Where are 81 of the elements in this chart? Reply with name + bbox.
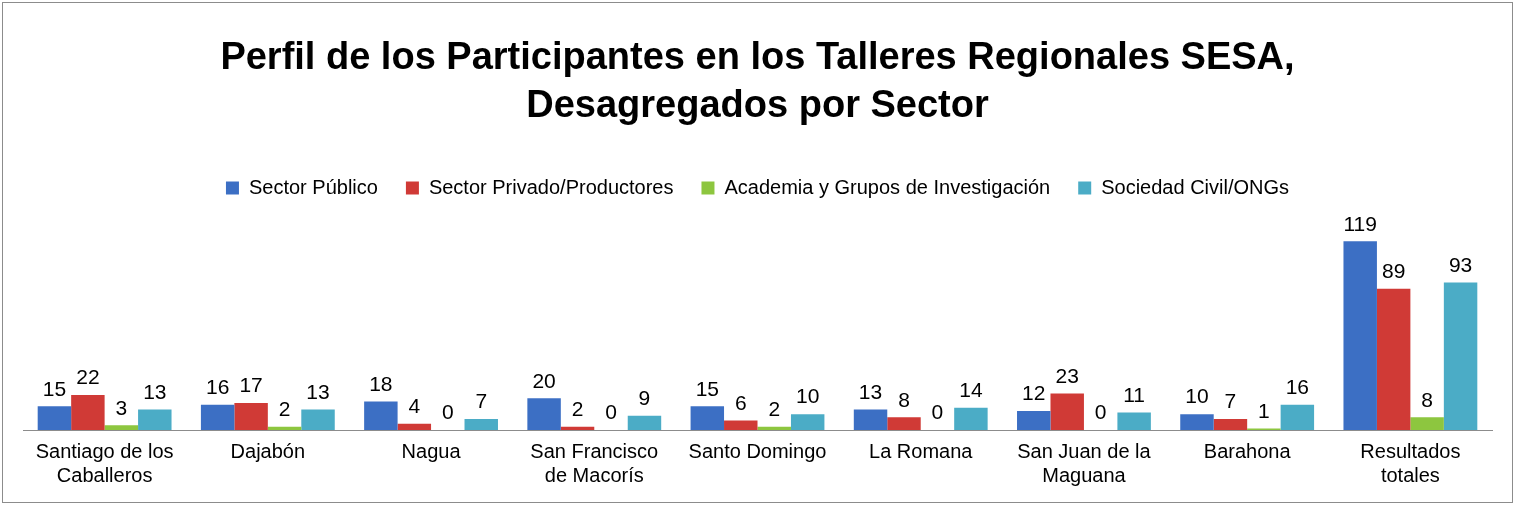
data-label: 23: [1055, 363, 1079, 387]
data-label: 8: [1421, 387, 1433, 411]
bar: [364, 401, 398, 430]
data-label: 7: [475, 389, 488, 413]
data-label: 2: [768, 397, 781, 421]
bar: [724, 420, 758, 430]
data-label: 89: [1381, 259, 1406, 283]
x-tick-label: Resultados totales: [1360, 439, 1461, 486]
data-label: 14: [959, 378, 983, 402]
data-label: 13: [143, 379, 167, 403]
bar: [954, 407, 988, 430]
bar: [690, 406, 725, 430]
data-label: 10: [796, 384, 820, 408]
bar: [234, 403, 268, 430]
data-label: 11: [1123, 382, 1146, 406]
bar: [138, 409, 172, 430]
bar: [1376, 288, 1411, 430]
data-label: 3: [115, 395, 128, 419]
legend-label: Sociedad Civil/ONGs: [1101, 175, 1290, 198]
bar: [1180, 414, 1214, 430]
bar: [1343, 241, 1377, 430]
data-label: 15: [695, 376, 719, 400]
bar: [200, 404, 235, 430]
x-tick-label: Dajabón: [230, 439, 306, 462]
x-tick-label: Barahona: [1203, 439, 1292, 462]
data-label: 15: [42, 376, 67, 400]
data-label: 4: [408, 393, 421, 417]
bar: [267, 426, 302, 430]
data-label: 0: [605, 400, 617, 424]
x-tick-label: San Francisco de Macorís: [530, 439, 659, 486]
x-tick-label: Santiago de los Caballeros: [35, 439, 174, 486]
bar: [397, 423, 432, 430]
bar: [1280, 404, 1315, 430]
bar: [560, 426, 595, 430]
legend-label: Sector Privado/Productores: [428, 175, 674, 198]
data-label: 17: [239, 373, 263, 397]
data-label: 18: [369, 371, 393, 395]
bar: [104, 425, 139, 430]
bar: [790, 414, 825, 430]
legend-label: Sector Público: [248, 175, 378, 198]
data-label: 13: [858, 379, 883, 403]
bar: [853, 409, 888, 430]
x-tick-label: La Romana: [869, 439, 974, 462]
bar: [1443, 282, 1478, 430]
data-label: 0: [931, 400, 944, 424]
x-tick-label: Nagua: [401, 439, 462, 462]
data-label: 6: [734, 390, 747, 414]
data-label: 13: [306, 379, 330, 403]
data-label: 16: [1285, 374, 1310, 398]
data-label: 10: [1185, 384, 1209, 408]
x-tick-label: Santo Domingo: [688, 439, 827, 462]
data-label: 2: [278, 397, 291, 421]
bar: [71, 395, 105, 430]
data-label: 22: [76, 365, 100, 389]
bar: [527, 398, 561, 430]
bar: [627, 415, 662, 430]
bar: [464, 418, 498, 430]
data-label: 20: [532, 368, 556, 392]
data-label: 12: [1022, 381, 1046, 405]
bar: [1410, 417, 1444, 430]
legend-label: Academia y Grupos de Investigación: [724, 175, 1051, 198]
data-label: 119: [1343, 211, 1377, 235]
data-label: 0: [1094, 400, 1107, 424]
bar: [301, 409, 335, 430]
data-label: 8: [898, 387, 910, 411]
bar: [1213, 418, 1248, 430]
x-tick-label: San Juan de la Maguana: [1017, 439, 1152, 486]
data-label: 16: [205, 374, 230, 398]
chart-title: Perfil de los Participantes en los Talleres Regionales SESA, Desagregados por Sector: [220, 35, 1295, 125]
bar: [1017, 410, 1051, 430]
data-label: 0: [441, 400, 454, 424]
data-label: 2: [571, 397, 584, 421]
bar: [757, 426, 791, 430]
bar: [887, 417, 921, 430]
bar: [1117, 412, 1151, 430]
data-label: 93: [1448, 252, 1473, 276]
bar: [1050, 393, 1084, 430]
data-label: 9: [638, 386, 651, 410]
data-label: 1: [1258, 398, 1270, 422]
bar: [37, 406, 72, 430]
data-label: 7: [1224, 389, 1237, 413]
